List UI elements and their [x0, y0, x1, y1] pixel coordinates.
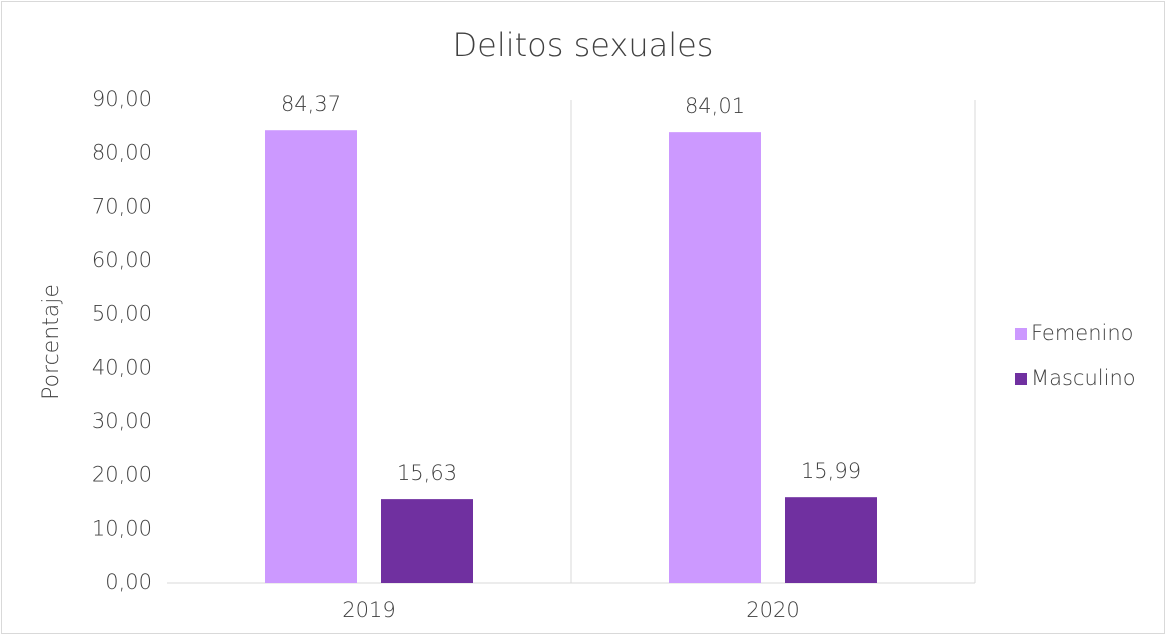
bar [669, 132, 761, 583]
y-tick-label: 30,00 [92, 409, 152, 433]
data-label: 15,99 [801, 459, 861, 483]
y-tick-label: 50,00 [92, 302, 152, 326]
bar [381, 499, 473, 583]
legend-label: Femenino [1031, 321, 1134, 345]
y-tick-label: 20,00 [92, 463, 152, 487]
y-axis-title: Porcentaje [39, 284, 64, 400]
legend-swatch [1015, 373, 1027, 385]
x-tick-label: 2019 [342, 598, 395, 622]
chart-title: Delitos sexuales [453, 26, 714, 64]
bar [785, 497, 877, 583]
bar [265, 130, 357, 583]
legend-label: Masculino [1031, 366, 1136, 390]
y-tick-label: 60,00 [92, 248, 152, 272]
y-tick-label: 0,00 [105, 570, 152, 594]
y-tick-label: 40,00 [92, 355, 152, 379]
data-label: 15,63 [397, 461, 457, 485]
x-tick-label: 2020 [746, 598, 799, 622]
legend-swatch [1015, 328, 1027, 340]
y-tick-label: 80,00 [92, 141, 152, 165]
y-tick-label: 90,00 [92, 87, 152, 111]
y-tick-label: 70,00 [92, 194, 152, 218]
data-label: 84,01 [685, 94, 745, 118]
y-tick-label: 10,00 [92, 516, 152, 540]
data-label: 84,37 [281, 92, 341, 116]
